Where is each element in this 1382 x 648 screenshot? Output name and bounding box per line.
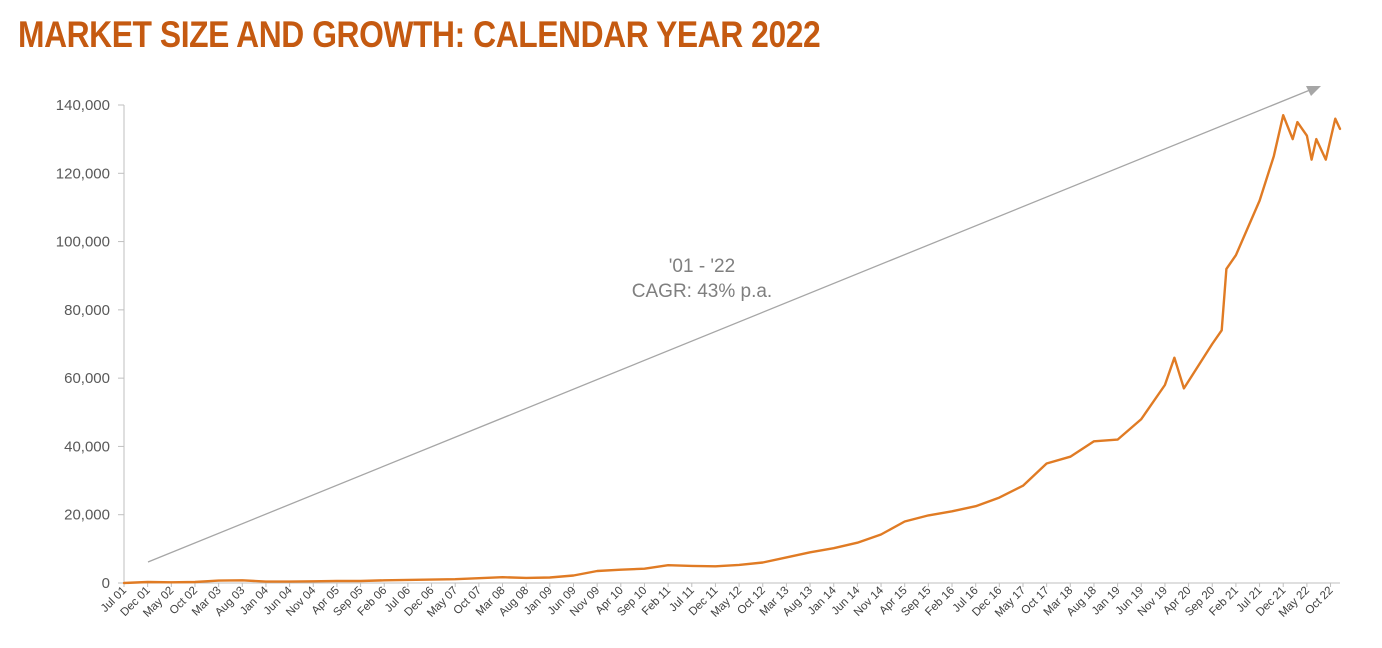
cagr-value-label: CAGR: 43% p.a. <box>632 281 772 302</box>
cagr-period-label: '01 - '22 <box>669 256 735 277</box>
series-line-market-size <box>122 114 1342 585</box>
y-tick-label: 80,000 <box>64 302 110 319</box>
page-title: MARKET SIZE AND GROWTH: CALENDAR YEAR 20… <box>18 14 821 55</box>
series-layer <box>122 114 1342 585</box>
y-axis: 0 20,000 40,000 60,000 80,000 100,000 120,000 1… <box>56 97 125 592</box>
y-tick-label: 60,000 <box>64 370 110 387</box>
cagr-trend-arrow <box>147 86 1321 563</box>
y-tick-label: 0 <box>102 575 110 592</box>
y-tick-label: 40,000 <box>64 438 110 455</box>
y-tick-label: 20,000 <box>64 507 110 524</box>
cagr-arrow-line <box>147 89 1311 563</box>
y-tick-label: 120,000 <box>56 165 110 182</box>
y-tick-label: 100,000 <box>56 234 110 251</box>
cagr-arrow-head <box>1306 86 1321 96</box>
y-tick-label: 140,000 <box>56 97 110 114</box>
